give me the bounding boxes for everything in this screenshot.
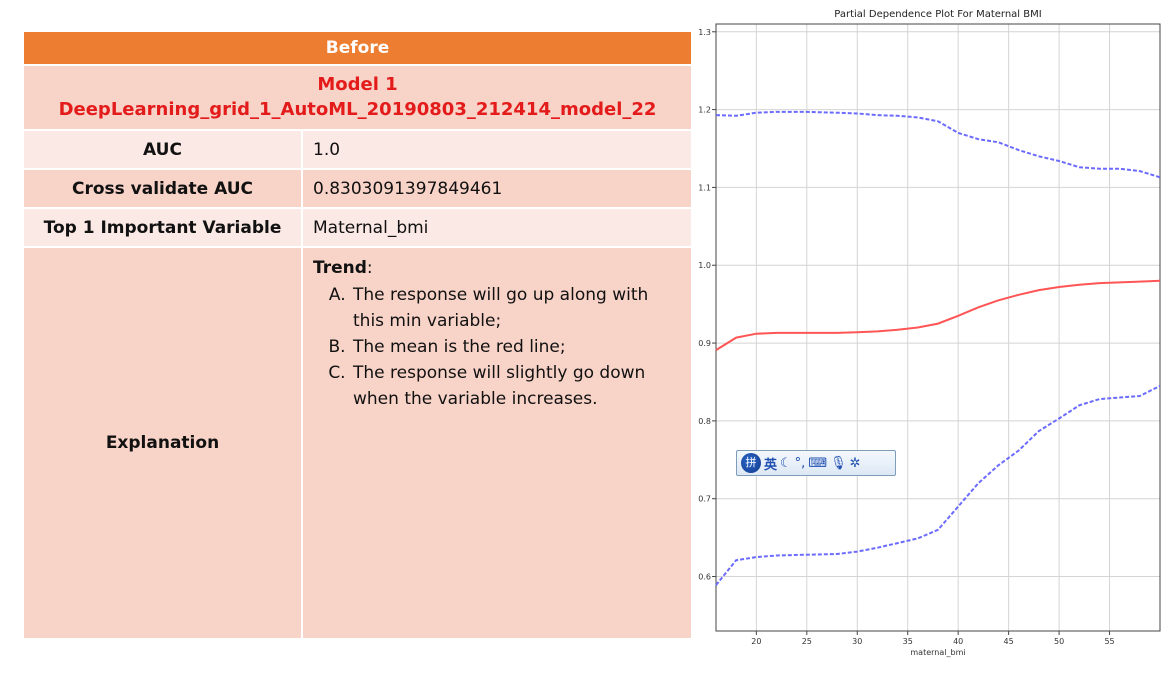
ime-language-toggle[interactable]: 英 xyxy=(764,457,778,473)
mean-line xyxy=(715,279,1161,351)
trend-heading: Trend: xyxy=(313,256,691,280)
chart-title: Partial Dependence Plot For Maternal BMI xyxy=(834,9,1041,20)
row-label-top-variable: Top 1 Important Variable xyxy=(22,207,303,248)
table-row: AUC 1.0 xyxy=(22,129,694,170)
punctuation-icon[interactable]: °, xyxy=(794,455,806,471)
x-tick-label: 45 xyxy=(1004,637,1014,646)
y-tick-label: 0.8 xyxy=(698,417,711,426)
row-label-auc: AUC xyxy=(22,129,303,170)
x-tick-label: 20 xyxy=(751,637,761,646)
trend-list: The response will go up along with this … xyxy=(313,282,691,412)
explanation-cell: Trend: The response will go up along wit… xyxy=(300,246,694,640)
moon-icon[interactable]: ☾ xyxy=(780,455,792,471)
y-tick-label: 0.9 xyxy=(698,339,711,348)
trend-title: Trend xyxy=(313,258,367,278)
table-row: Cross validate AUC 0.8303091397849461 xyxy=(22,168,694,209)
list-item: The response will slightly go down when … xyxy=(351,360,663,412)
x-tick-label: 55 xyxy=(1104,637,1114,646)
explanation-label: Explanation xyxy=(22,246,303,640)
ime-toolbar[interactable]: 拼 英 ☾ °, ⌨ 🎙 ✲ xyxy=(736,450,896,476)
x-axis-label: maternal_bmi xyxy=(910,648,965,657)
row-value-top-variable: Maternal_bmi xyxy=(300,207,694,248)
x-tick-label: 35 xyxy=(903,637,913,646)
x-tick-label: 25 xyxy=(802,637,812,646)
x-tick-label: 30 xyxy=(852,637,862,646)
keyboard-icon[interactable]: ⌨ xyxy=(808,455,828,471)
x-tick-label: 50 xyxy=(1054,637,1064,646)
partial-dependence-chart: Partial Dependence Plot For Maternal BMI… xyxy=(698,9,1161,657)
list-item: The response will go up along with this … xyxy=(351,282,663,334)
table-row: Explanation Trend: The response will go … xyxy=(22,246,694,640)
row-label-cv-auc: Cross validate AUC xyxy=(22,168,303,209)
lower-bound-line xyxy=(715,385,1161,586)
model-id: DeepLearning_grid_1_AutoML_20190803_2124… xyxy=(58,99,657,120)
row-value-cv-auc: 0.8303091397849461 xyxy=(300,168,694,209)
y-tick-label: 1.0 xyxy=(698,261,711,270)
model-cell: Model 1 DeepLearning_grid_1_AutoML_20190… xyxy=(21,64,694,131)
model-summary-table: Before Model 1 DeepLearning_grid_1_AutoM… xyxy=(21,30,694,640)
y-tick-label: 0.6 xyxy=(698,573,711,582)
settings-icon[interactable]: ✲ xyxy=(849,455,861,471)
trend-colon: : xyxy=(366,258,373,278)
list-item: The mean is the red line; xyxy=(351,334,663,360)
plot-frame xyxy=(715,23,1161,632)
y-tick-label: 0.7 xyxy=(698,495,711,504)
ime-logo[interactable]: 拼 xyxy=(741,453,761,473)
microphone-icon[interactable]: 🎙 xyxy=(830,455,847,471)
y-tick-label: 1.1 xyxy=(698,183,711,192)
y-tick-label: 1.2 xyxy=(698,106,711,115)
row-value-auc: 1.0 xyxy=(300,129,694,170)
upper-bound-line xyxy=(715,110,1161,179)
table-row: Top 1 Important Variable Maternal_bmi xyxy=(22,207,694,248)
y-tick-label: 1.3 xyxy=(698,28,711,37)
x-tick-label: 40 xyxy=(953,637,963,646)
model-title: Model 1 xyxy=(317,74,398,95)
table-header: Before xyxy=(21,30,694,66)
